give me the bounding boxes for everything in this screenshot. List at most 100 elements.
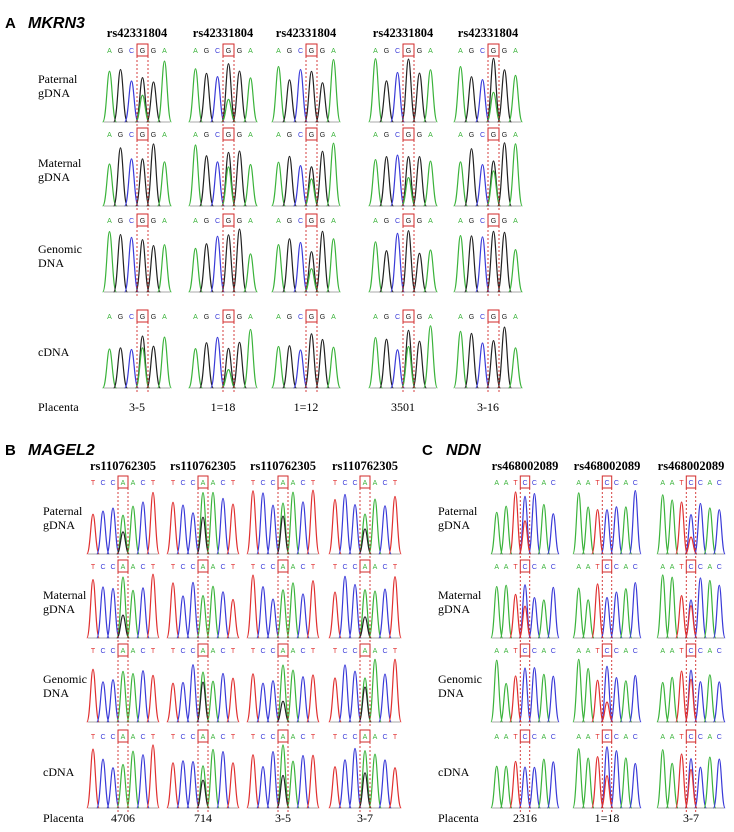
peak-trace <box>306 489 320 555</box>
base-call: C <box>215 314 220 321</box>
peak-trace <box>527 766 541 809</box>
base-call: C <box>532 480 537 487</box>
snp-id: rs42331804 <box>373 26 434 40</box>
peak-trace <box>388 767 402 809</box>
peak-trace <box>378 588 392 639</box>
base-call: G <box>204 48 209 55</box>
base-call: C <box>614 734 619 741</box>
base-call: T <box>513 564 518 571</box>
secondary-peak-trace <box>684 605 698 639</box>
peak-trace <box>246 673 260 723</box>
base-call: C <box>633 480 638 487</box>
peak-trace <box>326 142 341 207</box>
peak-trace <box>256 765 270 809</box>
row-label: gDNA <box>438 518 470 532</box>
peak-trace <box>146 573 160 639</box>
base-call: C <box>140 564 145 571</box>
base-call: A <box>494 734 499 741</box>
base-call: G <box>226 132 231 139</box>
base-call: C <box>180 480 185 487</box>
base-call: G <box>417 314 422 321</box>
row-label: Paternal <box>38 72 78 86</box>
peak-trace <box>126 672 140 723</box>
peak-trace <box>338 493 352 555</box>
peak-trace <box>499 505 513 555</box>
snp-highlight-box <box>519 559 531 573</box>
base-call: T <box>171 480 176 487</box>
peak-trace <box>572 658 586 723</box>
base-call: C <box>190 734 195 741</box>
base-call: A <box>576 648 581 655</box>
peak-trace <box>113 347 128 389</box>
peak-trace <box>675 670 689 723</box>
peak-trace <box>146 674 160 723</box>
peak-trace <box>328 766 342 809</box>
base-call: C <box>352 648 357 655</box>
base-call: A <box>513 314 518 321</box>
peak-trace <box>186 581 200 639</box>
peak-trace <box>246 754 260 809</box>
row-label: DNA <box>43 686 69 700</box>
row-label: Paternal <box>43 504 83 518</box>
base-call: C <box>270 564 275 571</box>
base-call: A <box>624 564 629 571</box>
peak-trace <box>243 77 258 123</box>
peak-trace <box>306 754 320 809</box>
peak-trace <box>157 161 172 207</box>
peak-trace <box>423 160 438 207</box>
peak-trace <box>221 347 236 389</box>
snp-id: rs468002089 <box>658 459 725 473</box>
peak-trace <box>113 233 128 293</box>
peak-trace <box>358 750 372 809</box>
base-call: C <box>522 480 527 487</box>
base-call: T <box>595 564 600 571</box>
peak-trace <box>509 593 523 639</box>
peak-trace <box>609 750 623 809</box>
peak-trace <box>508 249 523 293</box>
peak-trace <box>276 664 290 723</box>
base-call: A <box>131 648 136 655</box>
peak-trace <box>497 231 512 293</box>
peak-trace <box>348 583 362 639</box>
base-call: A <box>660 564 665 571</box>
peak-trace <box>124 236 139 293</box>
base-call: C <box>342 648 347 655</box>
base-call: C <box>480 48 485 55</box>
base-call: T <box>333 734 338 741</box>
peak-trace <box>282 79 297 123</box>
base-call: A <box>458 132 463 139</box>
peak-trace <box>581 667 595 723</box>
base-call: C <box>532 564 537 571</box>
snp-highlight-box <box>359 643 371 657</box>
secondary-peak-trace <box>276 515 290 555</box>
peak-trace <box>102 163 117 207</box>
peak-trace <box>388 495 402 555</box>
base-call: C <box>717 480 722 487</box>
snp-highlight-box <box>136 127 149 141</box>
base-call: T <box>393 480 398 487</box>
base-call: A <box>624 480 629 487</box>
snp-highlight-box <box>487 127 500 141</box>
snp-highlight-box <box>136 213 149 227</box>
row-label: Genomic <box>438 672 482 686</box>
peak-trace <box>186 761 200 809</box>
peak-trace <box>693 766 707 809</box>
peak-trace <box>712 584 726 639</box>
base-call: C <box>604 564 609 571</box>
base-call: A <box>331 132 336 139</box>
base-call: A <box>131 564 136 571</box>
peak-trace <box>518 766 532 809</box>
peak-trace <box>166 682 180 723</box>
snp-highlight-box <box>222 309 235 323</box>
peak-trace <box>146 491 160 555</box>
peak-trace <box>401 58 416 123</box>
peak-trace <box>282 238 297 293</box>
peak-trace <box>243 163 258 207</box>
peak-trace <box>509 675 523 723</box>
peak-trace <box>591 583 605 639</box>
